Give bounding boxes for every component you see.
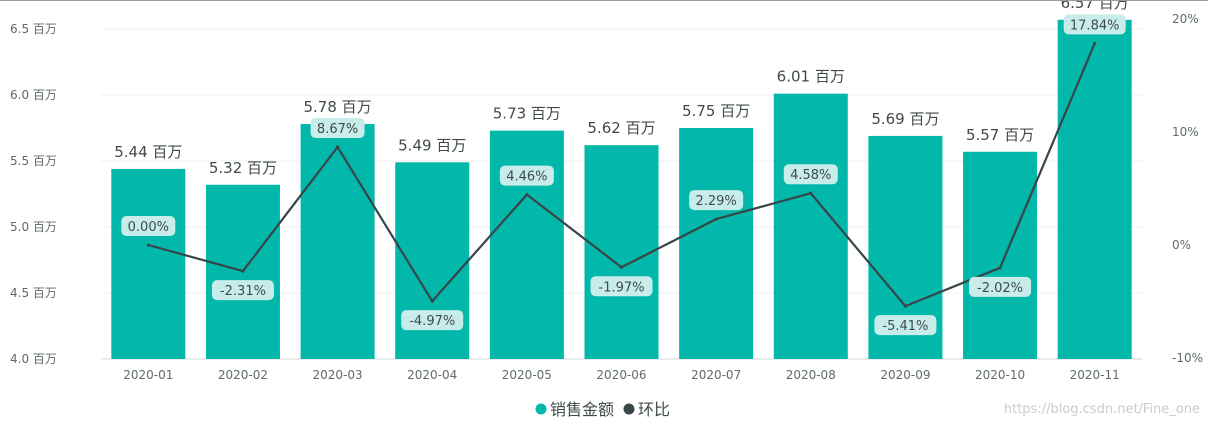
percent-label-text: -2.31% <box>220 284 266 299</box>
x-tick-label: 2020-02 <box>218 368 268 382</box>
percent-label-box <box>401 310 464 331</box>
percent-label-text: -4.97% <box>409 314 455 329</box>
y-axis-left: 4.0 百万 4.5 百万 5.0 百万 5.5 百万 6.0 百万 6.5 百万 <box>10 22 57 366</box>
y-right-tick-label: 20% <box>1172 12 1199 26</box>
percent-label-box <box>783 164 838 185</box>
line-point <box>430 299 434 303</box>
bar-value-label: 5.78 百万 <box>304 98 372 116</box>
line-point <box>525 193 529 197</box>
percent-label: 17.84% <box>1063 14 1126 35</box>
y-left-tick-label: 5.0 百万 <box>10 220 57 234</box>
x-tick-label: 2020-11 <box>1070 368 1120 382</box>
line-point <box>809 191 813 195</box>
line-point <box>903 304 908 308</box>
bar-labels: 5.44 百万 5.32 百万 5.78 百万 5.49 百万 5.73 百万 5.62 … <box>114 1 1129 177</box>
line-point <box>1093 41 1097 46</box>
percent-label: -1.97% <box>590 276 653 297</box>
x-tick-label: 2020-05 <box>502 368 552 382</box>
line-point <box>714 217 718 221</box>
y-right-tick-label: 0% <box>1172 238 1191 252</box>
y-left-tick-label: 6.0 百万 <box>10 88 57 102</box>
bar-value-label: 5.75 百万 <box>682 102 750 120</box>
legend-line-label[interactable]: 环比 <box>638 400 670 419</box>
line-point <box>619 265 624 269</box>
percent-label-text: 0.00% <box>128 220 169 235</box>
line-series <box>146 41 1097 308</box>
percent-label: 8.67% <box>310 118 365 139</box>
percent-label-text: 4.46% <box>506 170 547 185</box>
percent-label: -2.31% <box>211 280 274 301</box>
percent-label: -4.97% <box>401 310 464 331</box>
percent-label-box <box>590 276 653 297</box>
percent-label-box <box>1063 14 1126 35</box>
x-tick-label: 2020-04 <box>407 368 457 382</box>
bar <box>300 124 375 359</box>
percent-label: 4.58% <box>783 164 838 185</box>
percent-label-box <box>499 165 554 186</box>
percent-label-text: 8.67% <box>317 122 358 137</box>
line-point <box>335 145 340 149</box>
legend-line-marker <box>623 403 635 415</box>
bar <box>773 93 848 360</box>
percent-labels: 0.00% -2.31% 8.67% -4.97% 4.46% -1.97% 2.29% 4.… <box>121 14 1126 336</box>
bar <box>1057 19 1132 359</box>
x-tick-label: 2020-06 <box>596 368 646 382</box>
x-tick-label: 2020-01 <box>123 368 173 382</box>
x-tick-label: 2020-08 <box>786 368 836 382</box>
bar <box>111 168 186 359</box>
percent-label-text: 4.58% <box>790 168 831 183</box>
percent-label-text: -2.02% <box>977 281 1023 296</box>
watermark: https://blog.csdn.net/Fine_one <box>1004 402 1200 417</box>
line-point <box>241 269 245 273</box>
percent-label-text: 17.84% <box>1070 18 1120 33</box>
percent-label: -5.41% <box>874 315 937 336</box>
bar <box>584 145 659 359</box>
x-tick-label: 2020-07 <box>691 368 741 382</box>
y-left-tick-label: 6.5 百万 <box>10 22 57 36</box>
x-tick-label: 2020-10 <box>975 368 1025 382</box>
percent-label-box <box>211 280 274 301</box>
percent-label: -2.02% <box>969 276 1032 297</box>
percent-label-box <box>310 118 365 139</box>
y-right-tick-label: 10% <box>1172 125 1199 139</box>
bar-value-label: 5.73 百万 <box>493 105 561 123</box>
percent-label-box <box>121 216 176 236</box>
percent-label-box <box>874 315 937 336</box>
y-left-tick-label: 4.0 百万 <box>10 352 57 366</box>
y-right-tick-label: -10% <box>1172 351 1203 365</box>
percent-label: 0.00% <box>121 216 176 236</box>
y-axis-right: -10% 0% 10% 20% <box>1172 12 1203 365</box>
x-tick-label: 2020-03 <box>313 368 363 382</box>
percent-label-box <box>689 190 744 211</box>
y-left-tick-label: 4.5 百万 <box>10 286 57 300</box>
percent-label-text: -1.97% <box>599 280 645 295</box>
bar-series <box>111 19 1132 360</box>
legend-bar-label[interactable]: 销售金额 <box>550 400 614 419</box>
percent-label-box <box>969 276 1032 297</box>
bar-value-label: 6.01 百万 <box>777 68 845 86</box>
bar-value-label: 5.49 百万 <box>398 136 466 154</box>
legend-bar-marker <box>535 403 547 415</box>
x-axis: 2020-01 2020-02 2020-03 2020-04 2020-05 2020-… <box>123 368 1120 382</box>
bar <box>963 151 1038 359</box>
percent-label-text: -5.41% <box>882 319 928 334</box>
legend[interactable]: 销售金额 环比 <box>535 400 671 419</box>
bar-value-label: 5.62 百万 <box>587 119 655 137</box>
bar-value-label: 5.32 百万 <box>209 159 277 177</box>
bar <box>679 128 754 359</box>
x-tick-label: 2020-09 <box>880 368 930 382</box>
bar-value-label: 5.57 百万 <box>966 126 1034 144</box>
bar <box>489 130 564 359</box>
bar-value-label: 5.69 百万 <box>871 110 939 128</box>
percent-label: 2.29% <box>689 190 744 211</box>
bar-value-label: 5.44 百万 <box>114 143 182 161</box>
line-point <box>146 243 150 247</box>
bar-value-label: 6.57 百万 <box>1061 1 1129 12</box>
percent-label-text: 2.29% <box>695 194 736 209</box>
y-left-tick-label: 5.5 百万 <box>10 154 57 168</box>
percent-label: 4.46% <box>499 165 554 186</box>
line-point <box>998 266 1002 270</box>
